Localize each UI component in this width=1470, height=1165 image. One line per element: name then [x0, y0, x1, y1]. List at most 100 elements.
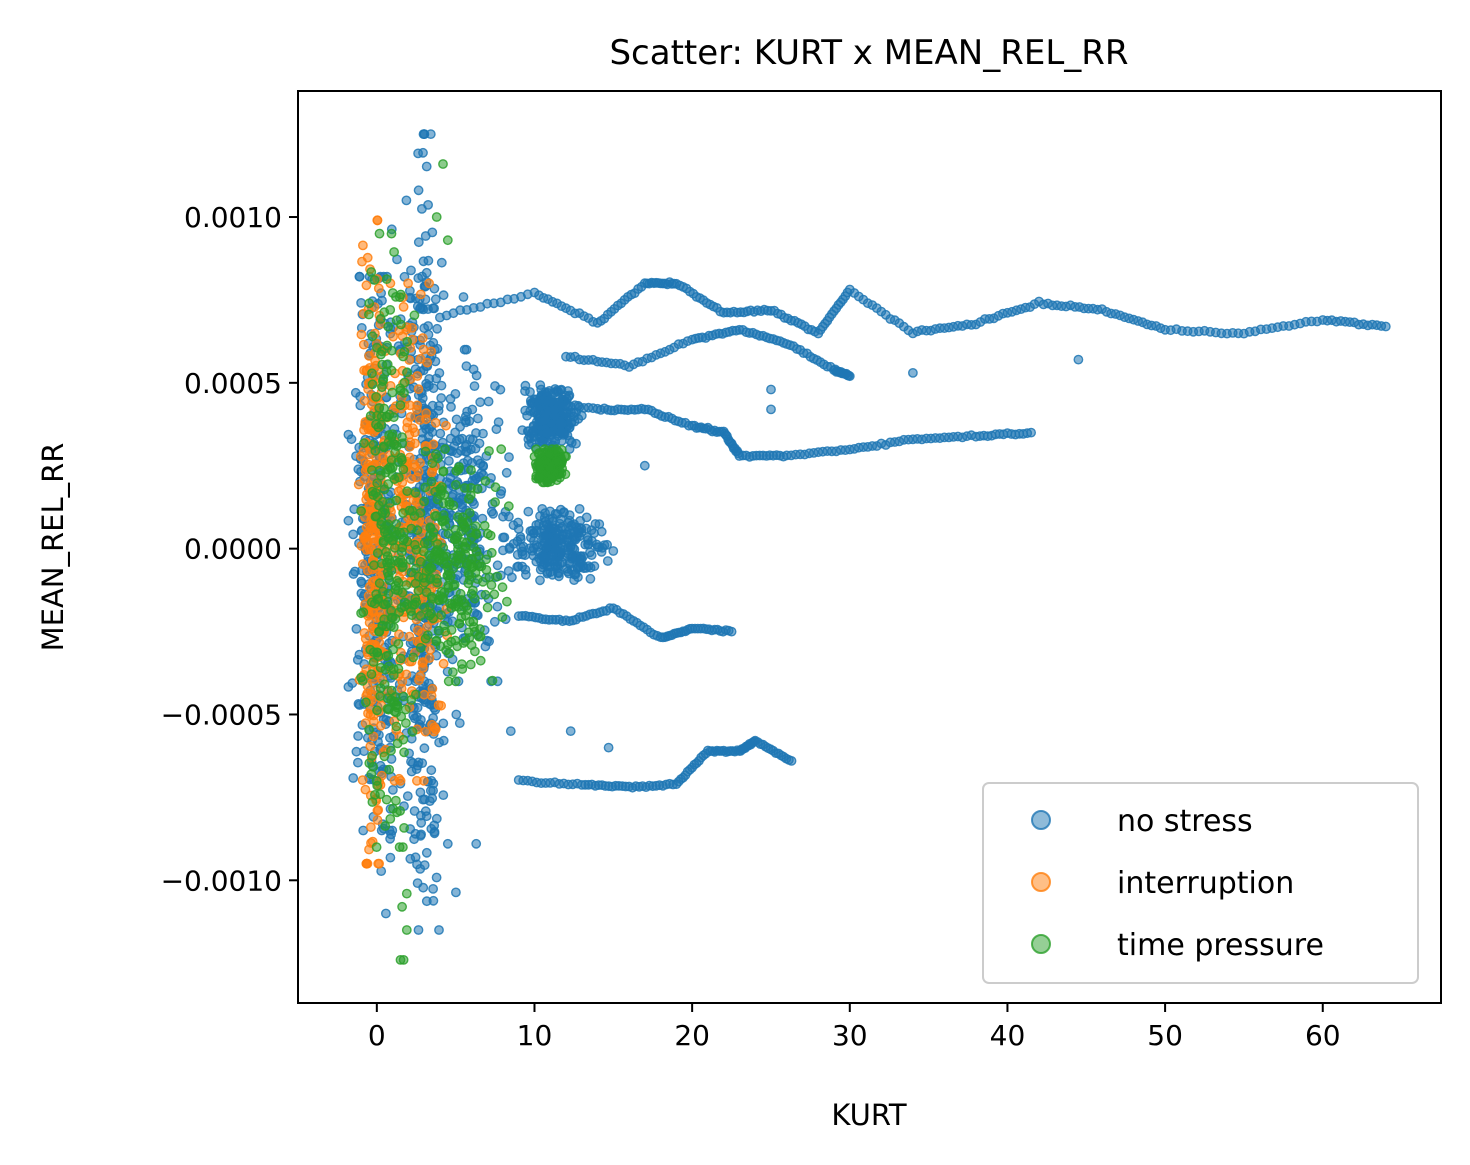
scatter-point [416, 817, 427, 828]
scatter-point [480, 476, 491, 486]
scatter-point [450, 524, 461, 535]
scatter-point [400, 718, 411, 728]
scatter-point [431, 573, 442, 584]
scatter-point [402, 417, 413, 428]
scatter-point [438, 498, 449, 509]
scatter-point [566, 437, 577, 448]
scatter-point [386, 524, 397, 535]
scatter-point [438, 510, 449, 520]
scatter-point [351, 624, 362, 634]
scatter-point [427, 227, 438, 238]
scatter-point [402, 336, 413, 347]
scatter-point [391, 707, 402, 718]
scatter-point [468, 364, 479, 375]
scatter-point [372, 705, 382, 716]
scatter-point [436, 610, 446, 620]
scatter-point [436, 393, 447, 403]
scatter-point [542, 477, 553, 488]
scatter-point [465, 490, 476, 501]
scatter-point [439, 620, 449, 631]
scatter-point [386, 431, 397, 442]
scatter-point [450, 427, 461, 438]
scatter-point [438, 290, 449, 301]
scatter-point [397, 438, 408, 449]
scatter-point [426, 592, 437, 602]
scatter-point [428, 895, 439, 906]
scatter-point [395, 527, 405, 538]
scatter-point [521, 569, 531, 580]
scatter-point [365, 410, 376, 421]
chart-title: Scatter: KURT x MEAN_REL_RR [609, 33, 1128, 73]
scatter-point [450, 601, 461, 612]
scatter-point [454, 434, 465, 445]
scatter-point [581, 523, 592, 534]
scatter-point [380, 821, 391, 831]
scatter-point [422, 357, 433, 368]
scatter-point [425, 644, 435, 655]
scatter-point [401, 195, 412, 206]
scatter-point [381, 794, 392, 805]
scatter-point [391, 315, 402, 326]
scatter-point [371, 511, 382, 522]
scatter-point [586, 550, 597, 560]
scatter-point [386, 685, 397, 696]
scatter-point [525, 387, 535, 397]
scatter-point [358, 607, 369, 618]
y-tick-label: 0.0005 [184, 367, 282, 400]
scatter-point [424, 373, 435, 384]
scatter-point [359, 628, 370, 638]
scatter-point [350, 566, 360, 577]
scatter-point [395, 775, 406, 786]
scatter-point [402, 599, 413, 610]
scatter-point [1380, 321, 1391, 332]
scatter-point [513, 561, 524, 572]
scatter-point [357, 240, 368, 251]
scatter-point [396, 683, 407, 694]
scatter-point [423, 538, 433, 549]
scatter-point [520, 405, 531, 416]
scatter-point [603, 742, 614, 753]
scatter-point [413, 925, 424, 935]
scatter-point [421, 161, 432, 172]
plot-frame [297, 90, 1442, 1004]
scatter-point [375, 720, 386, 731]
legend-label: time pressure [1117, 928, 1324, 963]
scatter-point [369, 598, 380, 609]
scatter-point [528, 426, 538, 437]
scatter-point [397, 587, 408, 598]
scatter-point [413, 148, 423, 159]
scatter-point [428, 527, 439, 538]
scatter-point [459, 483, 470, 493]
scatter-point [388, 664, 399, 674]
scatter-point [536, 556, 546, 567]
scatter-point [356, 576, 367, 587]
scatter-point [391, 721, 402, 732]
scatter-point [457, 516, 468, 527]
scatter-point [396, 547, 407, 557]
scatter-point [398, 464, 409, 475]
scatter-point [490, 381, 500, 391]
scatter-point [420, 806, 431, 817]
scatter-point [374, 500, 384, 511]
scatter-point [459, 344, 470, 355]
scatter-point [504, 452, 514, 462]
scatter-point [409, 438, 420, 449]
scatter-point [424, 278, 434, 289]
scatter-point [433, 700, 444, 710]
scatter-point [358, 339, 369, 350]
scatter-point [505, 726, 516, 736]
scatter-point [473, 551, 484, 562]
scatter-point [415, 671, 426, 682]
scatter-point [452, 550, 463, 561]
scatter-point [366, 669, 377, 680]
scatter-point [387, 785, 398, 795]
scatter-point [426, 476, 437, 487]
scatter-point [350, 387, 361, 398]
scatter-point [438, 658, 449, 669]
scatter-point [430, 554, 440, 564]
scatter-point [419, 689, 430, 700]
scatter-point [420, 482, 431, 493]
scatter-point [371, 776, 382, 786]
scatter-point [456, 659, 467, 669]
y-axis-label: MEAN_REL_RR [36, 443, 70, 652]
